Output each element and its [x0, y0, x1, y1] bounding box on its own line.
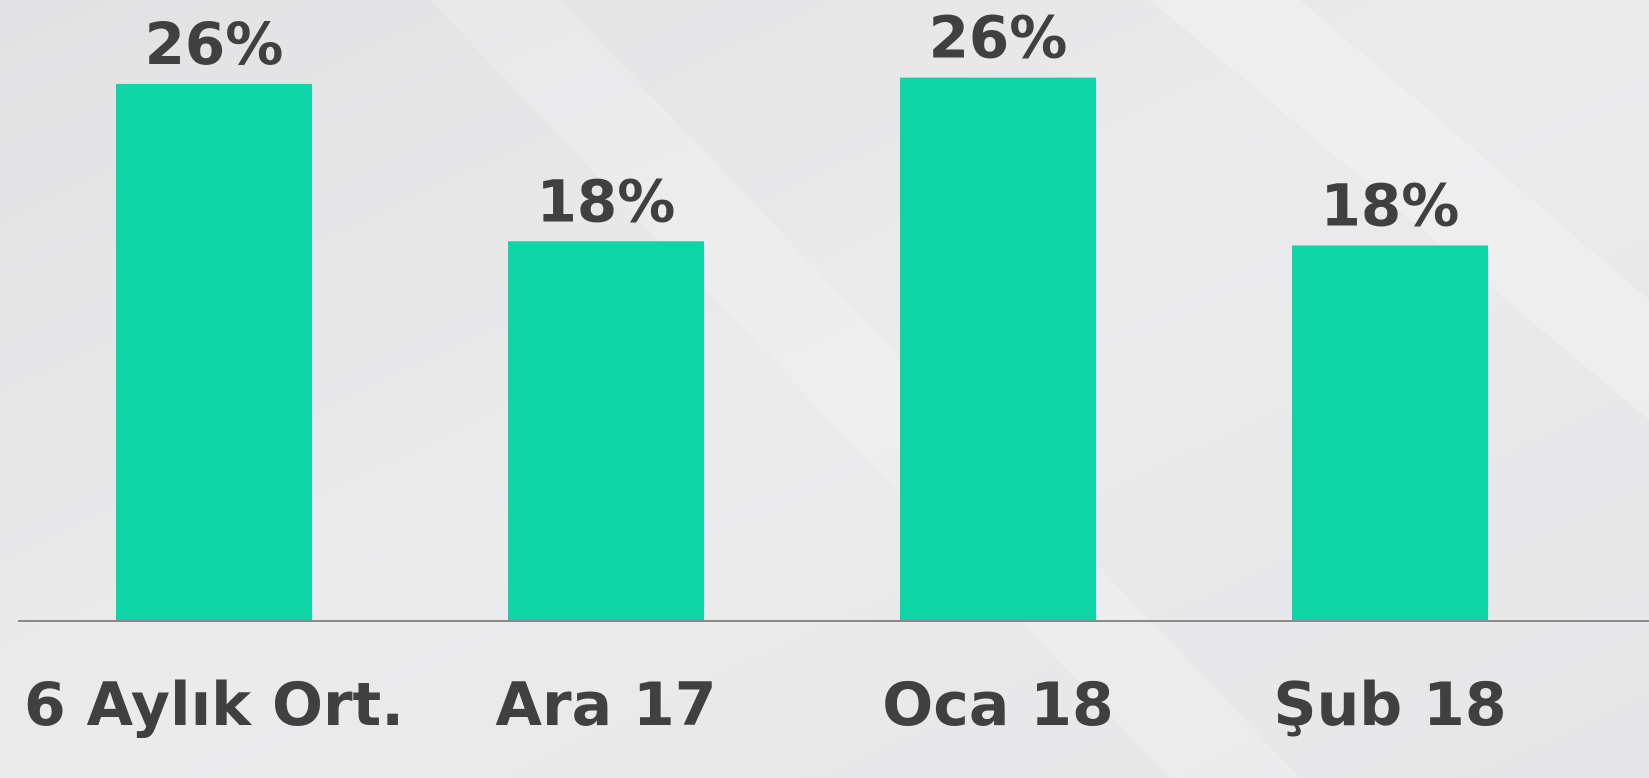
x-tick-label: Şub 18: [1273, 670, 1506, 740]
bar: [900, 77, 1096, 621]
bar: [116, 83, 312, 621]
data-label: 26%: [145, 10, 284, 78]
bar: [508, 241, 704, 621]
x-tick-label: 6 Aylık Ort.: [24, 670, 404, 740]
bar: [1292, 245, 1488, 622]
x-tick-label: Ara 17: [496, 670, 717, 740]
data-label: 18%: [537, 167, 676, 235]
x-tick-label: Oca 18: [882, 670, 1113, 740]
data-label: 26%: [929, 4, 1068, 72]
data-label: 18%: [1321, 171, 1460, 239]
background-sheen: [1150, 0, 1649, 420]
